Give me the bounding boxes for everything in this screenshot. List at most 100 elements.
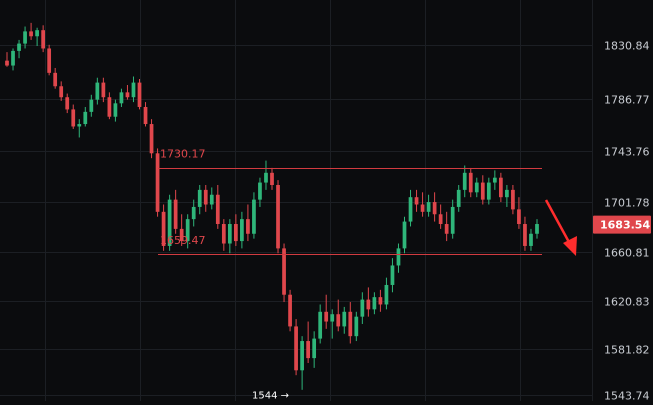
- candle: [191, 199, 196, 227]
- candle: [529, 228, 533, 251]
- candle-body: [17, 43, 21, 51]
- candle: [486, 177, 491, 205]
- candle: [197, 185, 202, 215]
- candle: [240, 211, 244, 249]
- candle-body: [246, 219, 250, 234]
- price-axis[interactable]: 1830.84 1786.77 1743.76 1701.78 1660.81 1620.…: [592, 0, 650, 403]
- candle-body: [131, 82, 136, 98]
- candle: [137, 78, 142, 110]
- candle-body: [523, 224, 527, 246]
- candle-body: [517, 209, 521, 225]
- price-levels: 1730.17 1659.47 1544 →: [158, 148, 542, 402]
- candle: [408, 189, 413, 227]
- candle: [444, 211, 449, 242]
- candle: [396, 243, 401, 273]
- candle: [336, 299, 341, 332]
- candle-body: [5, 60, 9, 66]
- candle: [294, 319, 298, 376]
- candle-body: [137, 82, 142, 107]
- candle-body: [324, 311, 329, 322]
- candle-body: [492, 177, 497, 183]
- candle: [505, 185, 509, 207]
- candle-body: [29, 31, 33, 37]
- candle: [535, 219, 539, 239]
- last-price-tag: 1683.54: [593, 215, 651, 234]
- candle: [185, 214, 190, 249]
- candle: [306, 321, 311, 363]
- candle-body: [330, 314, 335, 322]
- candle: [246, 204, 250, 242]
- candle-body: [348, 311, 353, 337]
- candle-body: [71, 109, 76, 127]
- candle: [300, 336, 304, 390]
- candle-body: [41, 30, 46, 49]
- candle-body: [125, 92, 130, 98]
- candle: [107, 92, 112, 120]
- candle: [468, 167, 473, 198]
- candle-body: [318, 311, 323, 339]
- candle: [258, 177, 262, 207]
- candle-body: [209, 194, 214, 205]
- candle-body: [300, 341, 304, 371]
- candle-body: [432, 202, 437, 215]
- candle: [215, 185, 220, 229]
- candle: [131, 76, 136, 103]
- candle: [264, 160, 268, 190]
- candle: [161, 204, 166, 251]
- candle: [71, 104, 76, 129]
- candle-body: [65, 97, 70, 110]
- candle-body: [444, 224, 449, 234]
- candle-body: [360, 299, 365, 317]
- candle: [324, 294, 329, 329]
- candle: [318, 304, 323, 344]
- candle: [125, 85, 130, 100]
- candle: [432, 192, 437, 222]
- candle: [89, 94, 94, 117]
- candle-body: [143, 106, 148, 125]
- candle-body: [179, 228, 184, 242]
- candle-body: [258, 182, 262, 200]
- low-price-marker: 1544 →: [252, 391, 289, 401]
- candle: [390, 258, 395, 293]
- candle-body: [402, 221, 407, 249]
- candle-body: [474, 182, 479, 193]
- candle-body: [197, 189, 202, 207]
- candle: [227, 219, 232, 254]
- candle: [450, 199, 455, 239]
- resistance-label: 1730.17: [160, 148, 206, 161]
- last-price-tag-background: [593, 215, 651, 234]
- candle: [143, 102, 148, 127]
- candle-body: [11, 50, 15, 66]
- candle: [47, 44, 52, 76]
- candle-body: [336, 314, 341, 327]
- arrow-shaft: [544, 199, 572, 245]
- candle: [23, 26, 27, 49]
- candle: [276, 180, 280, 254]
- candle: [53, 67, 58, 89]
- candle-body: [282, 248, 286, 295]
- candle-body: [89, 99, 94, 112]
- candle-body: [342, 311, 347, 327]
- candle-body: [53, 72, 58, 87]
- candle-body: [155, 153, 160, 212]
- candle-body: [426, 202, 431, 212]
- candle: [366, 287, 371, 317]
- y-tick-label: 1786.77: [604, 94, 650, 107]
- candle: [233, 214, 238, 246]
- candle: [252, 192, 256, 239]
- candle-body: [221, 224, 226, 244]
- candle: [65, 93, 70, 114]
- candle: [5, 52, 9, 67]
- y-tick-label: 1701.78: [604, 197, 650, 210]
- candle: [209, 187, 214, 210]
- candle: [438, 204, 443, 229]
- candle-body: [113, 103, 118, 117]
- candle: [59, 81, 64, 101]
- candle: [360, 292, 365, 324]
- candle: [378, 289, 383, 312]
- candle-body: [107, 97, 112, 117]
- candle: [462, 165, 467, 198]
